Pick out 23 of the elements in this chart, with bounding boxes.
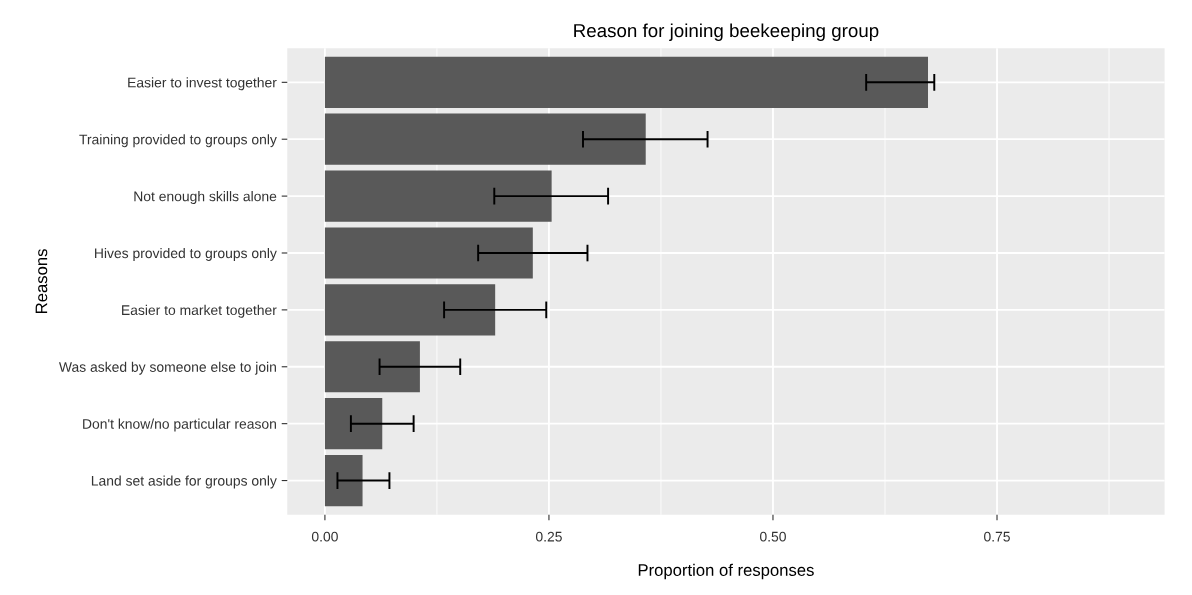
bar xyxy=(324,398,383,450)
x-tick-label: 0.75 xyxy=(984,531,1010,542)
y-axis-title: Reasons xyxy=(35,249,48,313)
y-tick-label: Easier to invest together xyxy=(128,77,277,91)
y-tick-label: Hives provided to groups only xyxy=(95,247,277,261)
bar xyxy=(324,113,646,165)
y-tick-label: Training provided to groups only xyxy=(79,134,277,148)
y-tick-label: Land set aside for groups only xyxy=(91,475,277,489)
x-tick-label: 0.00 xyxy=(311,531,338,542)
x-tick-label: 0.50 xyxy=(760,531,786,542)
y-tick-label: Not enough skills alone xyxy=(134,191,277,205)
y-tick-label: Don't know/no particular reason xyxy=(83,418,276,432)
y-tick-label: Easier to market together xyxy=(122,304,277,318)
bar xyxy=(324,341,420,393)
bar xyxy=(324,284,496,336)
y-tick-label: Was asked by someone else to join xyxy=(58,361,276,375)
chart-title: Reason for joining beekeeping group xyxy=(574,23,879,41)
x-axis-title: Proportion of responses xyxy=(638,563,814,580)
x-tick-label: 0.25 xyxy=(535,531,562,542)
bar xyxy=(324,170,552,222)
bar xyxy=(324,56,929,108)
bar xyxy=(324,227,533,279)
bar xyxy=(324,454,363,507)
